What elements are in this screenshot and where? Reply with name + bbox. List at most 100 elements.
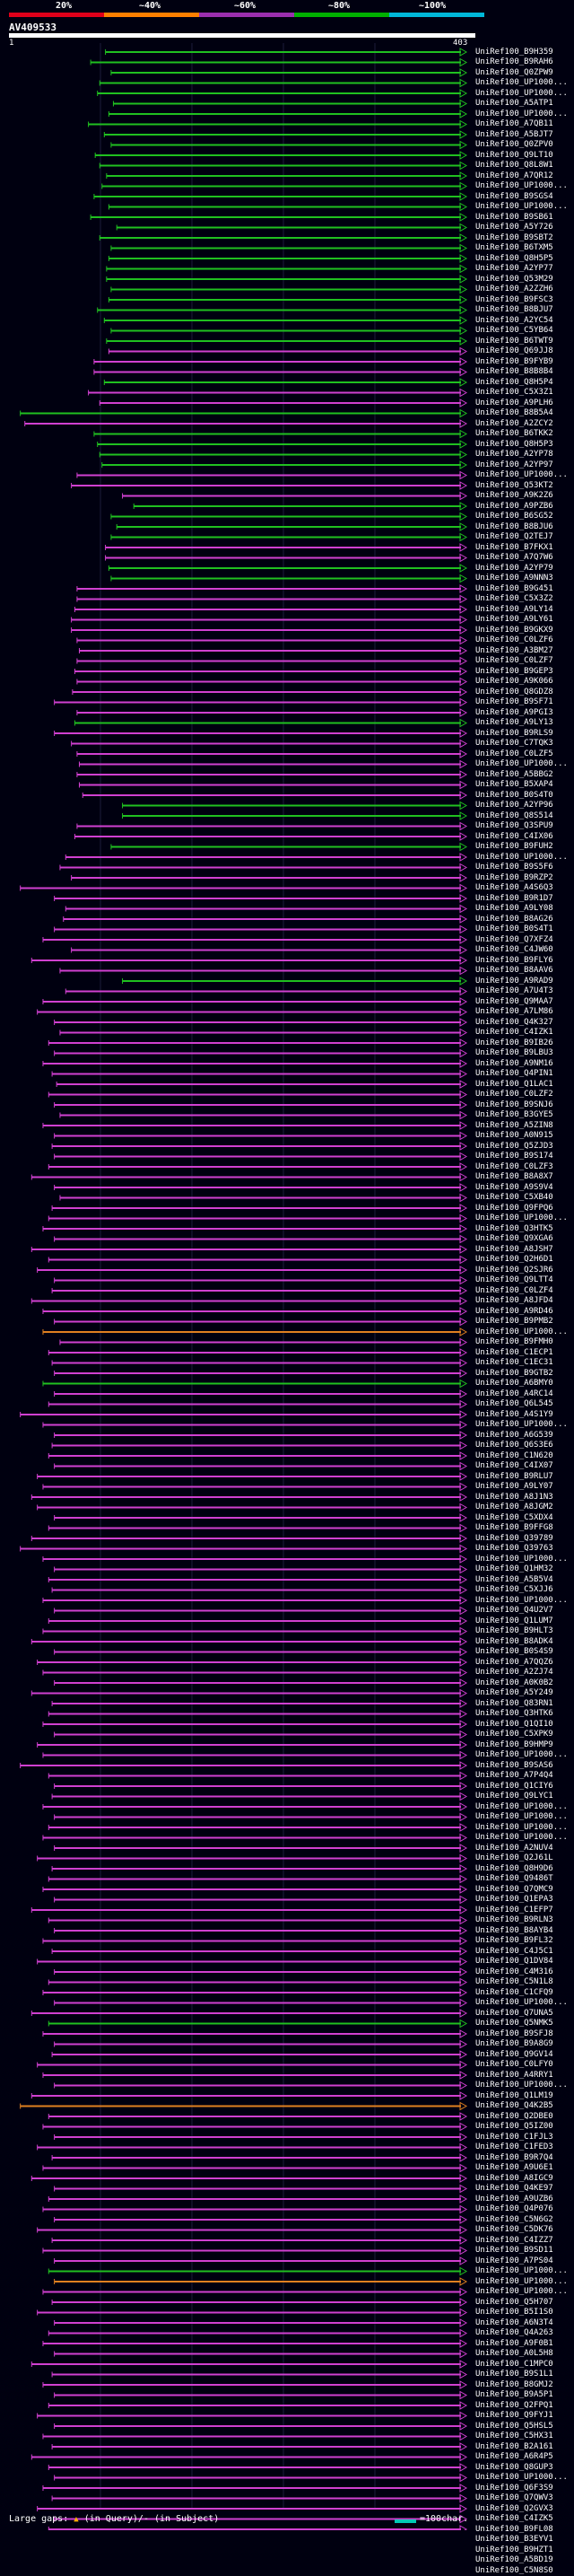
hit-row[interactable]	[54, 2133, 468, 2142]
hit-label[interactable]: UniRef100_C5XJJ6	[475, 1585, 553, 1594]
hit-label[interactable]: UniRef100_Q9MAA7	[475, 996, 553, 1006]
hit-label[interactable]: UniRef100_Q5IZ00	[475, 2122, 553, 2131]
hit-row[interactable]	[48, 1874, 468, 1884]
hit-label[interactable]: UniRef100_Q83RN1	[475, 1698, 553, 1708]
hit-label[interactable]: UniRef100_A2ZZH6	[475, 285, 553, 294]
hit-row[interactable]	[51, 2370, 468, 2379]
hit-label[interactable]: UniRef100_C4IX07	[475, 1461, 553, 1470]
hit-label[interactable]: UniRef100_Q2GVX3	[475, 2503, 553, 2513]
hit-row[interactable]	[63, 915, 468, 924]
hit-row[interactable]	[51, 1947, 468, 1956]
hit-label[interactable]: UniRef100_Q69JJ8	[475, 346, 553, 355]
hit-row[interactable]	[116, 223, 468, 232]
hit-row[interactable]	[42, 1059, 468, 1068]
hit-label[interactable]: UniRef100_Q6S3E6	[475, 1441, 553, 1450]
hit-label[interactable]: UniRef100_B8ADK4	[475, 1636, 553, 1646]
hit-label[interactable]: UniRef100_A9S9V4	[475, 1182, 553, 1192]
hit-row[interactable]	[76, 656, 468, 666]
hit-row[interactable]	[82, 791, 468, 800]
hit-label[interactable]: UniRef100_A5ATP1	[475, 99, 553, 108]
hit-row[interactable]	[76, 584, 468, 593]
hit-row[interactable]	[108, 346, 468, 356]
hit-label[interactable]: UniRef100_Q2H6D1	[475, 1255, 553, 1264]
hit-row[interactable]	[24, 419, 468, 428]
hit-label[interactable]: UniRef100_B9PMB2	[475, 1317, 553, 1326]
hit-label[interactable]: UniRef100_A8IGC9	[475, 2173, 553, 2183]
hit-row[interactable]	[93, 429, 468, 439]
hit-row[interactable]	[51, 2493, 468, 2503]
hit-row[interactable]	[42, 1720, 468, 1729]
hit-row[interactable]	[48, 1214, 468, 1223]
hit-label[interactable]: UniRef100_Q9LYC1	[475, 1792, 553, 1801]
hit-row[interactable]	[37, 2225, 468, 2235]
hit-label[interactable]: UniRef100_Q8L8W1	[475, 161, 553, 170]
hit-label[interactable]: UniRef100_B3GYE5	[475, 1110, 553, 1119]
hit-label[interactable]: UniRef100_Q9FYJ1	[475, 2411, 553, 2420]
hit-label[interactable]: UniRef100_A9PZB6	[475, 501, 553, 511]
hit-label[interactable]: UniRef100_Q1LUM7	[475, 1616, 553, 1625]
hit-label[interactable]: UniRef100_Q5HSL5	[475, 2421, 553, 2431]
hit-label[interactable]: UniRef100_B9S1L1	[475, 2370, 553, 2379]
hit-row[interactable]	[42, 1596, 468, 1605]
hit-row[interactable]	[51, 1441, 468, 1450]
hit-row[interactable]	[30, 1245, 468, 1254]
hit-label[interactable]: UniRef100_Q5NMK5	[475, 2019, 553, 2028]
hit-label[interactable]: UniRef100_UP1000...	[475, 1998, 568, 2007]
hit-row[interactable]	[74, 832, 468, 841]
hit-label[interactable]: UniRef100_C0LZF3	[475, 1161, 553, 1171]
hit-row[interactable]	[110, 574, 468, 583]
hit-label[interactable]: UniRef100_A9NM16	[475, 1058, 553, 1068]
hit-row[interactable]	[76, 708, 468, 717]
hit-row[interactable]	[54, 1183, 468, 1192]
hit-label[interactable]: UniRef100_B9FL08	[475, 2524, 553, 2534]
hit-row[interactable]	[51, 2236, 468, 2245]
hit-row[interactable]	[54, 894, 468, 903]
hit-row[interactable]	[48, 2401, 468, 2410]
hit-label[interactable]: UniRef100_C5YB64	[475, 326, 553, 335]
hit-label[interactable]: UniRef100_Q1CIY6	[475, 1781, 553, 1791]
hit-row[interactable]	[93, 367, 468, 377]
hit-row[interactable]	[20, 883, 468, 893]
hit-label[interactable]: UniRef100_B9S174	[475, 1152, 553, 1161]
hit-label[interactable]: UniRef100_B9RLS9	[475, 728, 553, 738]
hit-label[interactable]: UniRef100_A2ZCY2	[475, 418, 553, 428]
hit-row[interactable]	[48, 2463, 468, 2472]
hit-row[interactable]	[54, 2473, 468, 2483]
hit-label[interactable]: UniRef100_UP1000...	[475, 1750, 568, 1759]
hit-row[interactable]	[48, 2266, 468, 2276]
hit-row[interactable]	[42, 2122, 468, 2132]
hit-label[interactable]: UniRef100_B9SBT2	[475, 232, 553, 242]
hit-row[interactable]	[76, 821, 468, 831]
hit-label[interactable]: UniRef100_C4IZK5	[475, 2514, 553, 2523]
hit-label[interactable]: UniRef100_B9GEP3	[475, 666, 553, 676]
hit-row[interactable]	[20, 2101, 468, 2111]
hit-row[interactable]	[42, 1802, 468, 1811]
hit-label[interactable]: UniRef100_B8B5A4	[475, 408, 553, 417]
hit-row[interactable]	[42, 2339, 468, 2348]
hit-row[interactable]	[42, 1307, 468, 1316]
hit-row[interactable]	[76, 677, 468, 687]
hit-label[interactable]: UniRef100_A7QB11	[475, 119, 553, 128]
hit-label[interactable]: UniRef100_A4RRY1	[475, 2070, 553, 2080]
hit-label[interactable]: UniRef100_Q9LTT4	[475, 1275, 553, 1284]
hit-row[interactable]	[54, 2390, 468, 2400]
hit-row[interactable]	[54, 2318, 468, 2327]
hit-label[interactable]: UniRef100_A7Q7W6	[475, 553, 553, 562]
hit-label[interactable]: UniRef100_A9U6E1	[475, 2163, 553, 2172]
hit-row[interactable]	[42, 1379, 468, 1389]
hit-label[interactable]: UniRef100_C1FED3	[475, 2142, 553, 2151]
hit-label[interactable]: UniRef100_C1MPC0	[475, 2359, 553, 2369]
hit-label[interactable]: UniRef100_A7LM86	[475, 1007, 553, 1016]
hit-label[interactable]: UniRef100_UP1000...	[475, 2287, 568, 2296]
hit-label[interactable]: UniRef100_Q3HTK6	[475, 1709, 553, 1718]
hit-label[interactable]: UniRef100_B9HZT1	[475, 2545, 553, 2554]
hit-label[interactable]: UniRef100_Q5H707	[475, 2297, 553, 2307]
hit-row[interactable]	[37, 2060, 468, 2070]
hit-label[interactable]: UniRef100_C0LZF5	[475, 749, 553, 758]
hit-label[interactable]: UniRef100_Q8H5P5	[475, 253, 553, 263]
hit-row[interactable]	[97, 440, 468, 449]
hit-label[interactable]: UniRef100_C4M316	[475, 1967, 553, 1976]
hit-row[interactable]	[48, 2112, 468, 2121]
hit-row[interactable]	[54, 2514, 468, 2524]
hit-label[interactable]: UniRef100_Q2FPQ1	[475, 2400, 553, 2410]
